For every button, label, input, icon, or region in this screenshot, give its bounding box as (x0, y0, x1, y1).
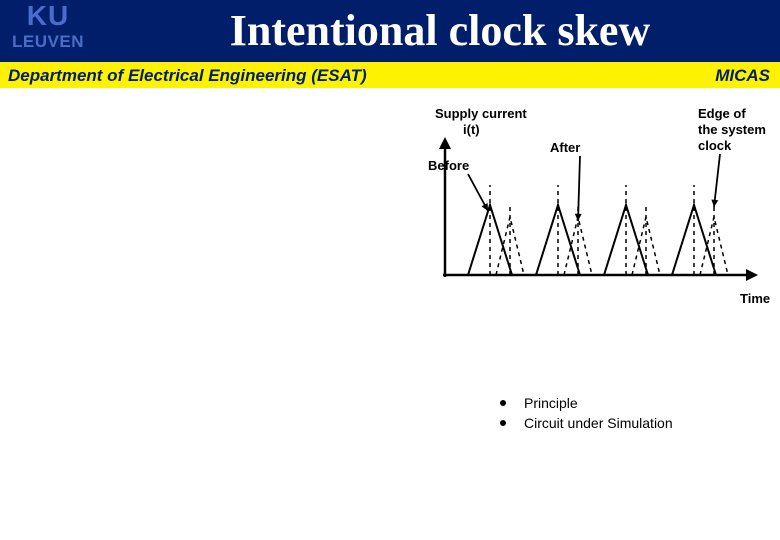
svg-text:clock: clock (698, 138, 732, 153)
bullet-dot-icon (500, 400, 506, 406)
svg-text:the system: the system (698, 122, 766, 137)
logo-ku-text: KU (4, 2, 92, 30)
dept-band: Department of Electrical Engineering (ES… (0, 62, 780, 88)
dept-right-label: MICAS (715, 66, 770, 86)
list-item: Circuit under Simulation (500, 415, 673, 431)
list-item: Principle (500, 395, 673, 411)
slide-title: Intentional clock skew (100, 0, 780, 62)
svg-text:i(t): i(t) (463, 122, 480, 137)
svg-text:Time: Time (740, 291, 770, 306)
svg-text:Edge of: Edge of (698, 106, 746, 121)
ku-leuven-logo: KU LEUVEN (4, 2, 92, 60)
bullet-label: Principle (524, 395, 578, 411)
supply-current-diagram: Supply currenti(t) Before After Edge ofthe … (390, 100, 770, 330)
svg-text:After: After (550, 140, 580, 155)
bullet-list: Principle Circuit under Simulation (500, 395, 673, 435)
bullet-label: Circuit under Simulation (524, 415, 673, 431)
logo-leuven-text: LEUVEN (4, 32, 92, 52)
bullet-dot-icon (500, 420, 506, 426)
slide: KU LEUVEN Intentional clock skew Departm… (0, 0, 780, 540)
svg-text:Supply current: Supply current (435, 106, 527, 121)
dept-left-label: Department of Electrical Engineering (ES… (8, 66, 367, 86)
svg-text:Before: Before (428, 158, 469, 173)
header-band: KU LEUVEN Intentional clock skew (0, 0, 780, 62)
